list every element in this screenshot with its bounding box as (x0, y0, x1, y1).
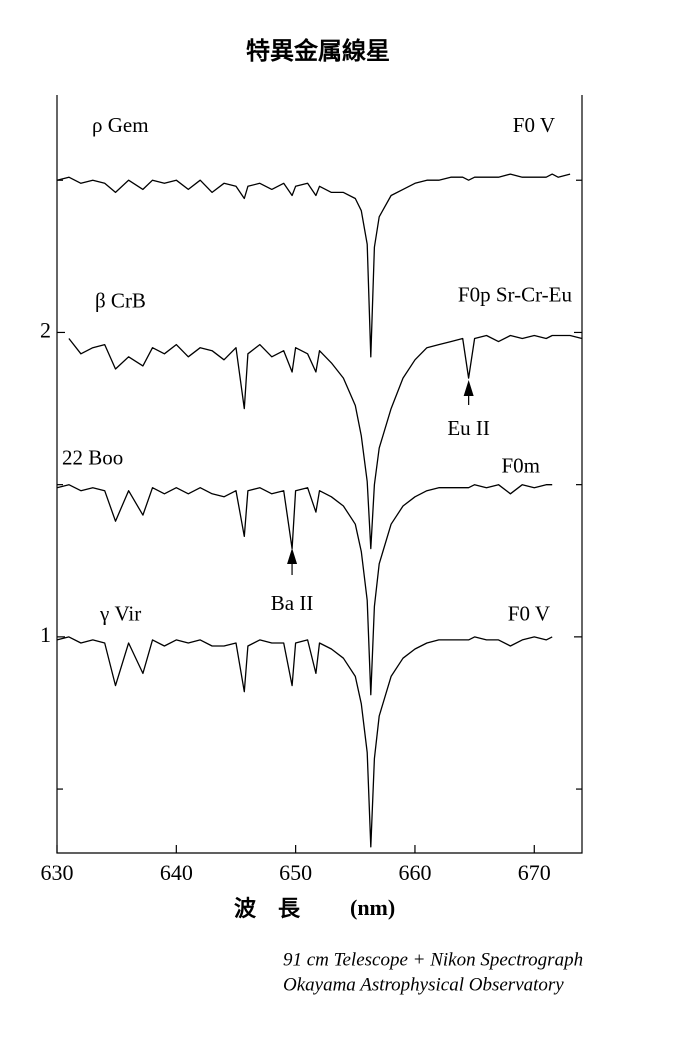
spectrum-line (56, 484, 553, 696)
spectral-type: F0 V (513, 113, 555, 137)
series-label: γ Vir (99, 602, 141, 626)
annotation-arrowhead (287, 548, 298, 564)
series-label: β CrB (95, 288, 146, 312)
x-axis-unit: (nm) (350, 895, 395, 920)
chart-title: 特異金属線星 (246, 37, 390, 65)
annotation-arrowhead (463, 380, 474, 396)
spectral-type: F0m (501, 454, 540, 478)
x-tick-label: 660 (398, 860, 431, 885)
annotation-label: Ba II (271, 591, 314, 615)
footnote: 91 cm Telescope + Nikon Spectrograph (283, 949, 583, 970)
annotation-label: Eu II (447, 416, 490, 440)
footnote: Okayama Astrophysical Observatory (283, 974, 564, 995)
x-tick-label: 650 (279, 860, 312, 885)
spectral-type: F0p Sr-Cr-Eu (458, 282, 573, 306)
y-tick-label: 2 (40, 317, 51, 342)
series-label: 22 Boo (62, 446, 123, 470)
spectrum-line (56, 173, 571, 358)
spectrum-line (68, 334, 583, 550)
x-tick-label: 630 (41, 860, 74, 885)
x-tick-label: 670 (518, 860, 551, 885)
spectrum-line (56, 636, 553, 848)
x-axis-label: 波 長 (234, 897, 301, 922)
spectral-type: F0 V (508, 602, 550, 626)
axis-frame (56, 95, 583, 854)
y-tick-label: 1 (40, 622, 51, 647)
series-label: ρ Gem (92, 113, 149, 137)
x-tick-label: 640 (160, 860, 193, 885)
